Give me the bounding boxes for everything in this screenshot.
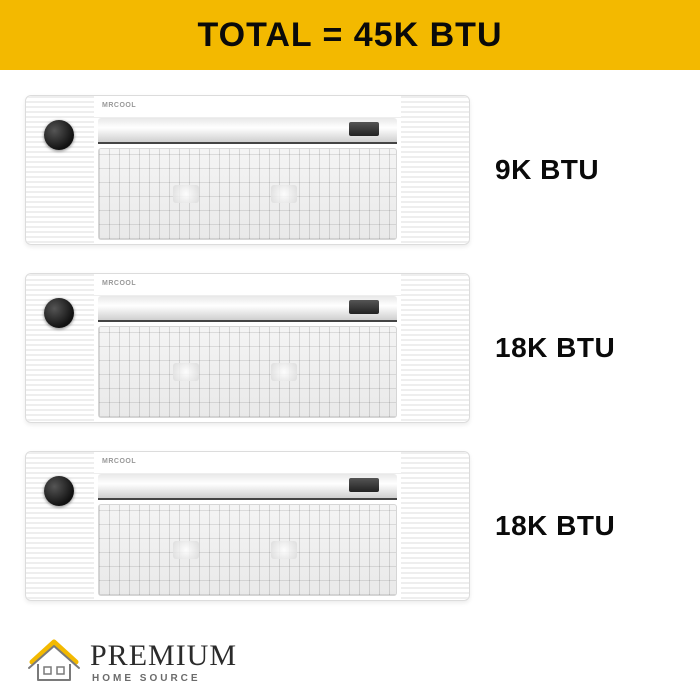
side-louver-right (401, 274, 469, 422)
ac-unit: MRCOOL (25, 95, 470, 245)
total-header-bar: TOTAL = 45K BTU (0, 0, 700, 70)
ac-unit: MRCOOL (25, 273, 470, 423)
control-knob-icon (44, 120, 74, 150)
ac-unit: MRCOOL (25, 451, 470, 601)
brand-label: MRCOOL (94, 96, 401, 118)
unit-center-panel: MRCOOL (94, 452, 401, 600)
unit-center-panel: MRCOOL (94, 96, 401, 244)
logo-main-text: PREMIUM (90, 641, 237, 671)
btu-label: 9K BTU (495, 154, 599, 186)
control-knob-icon (44, 298, 74, 328)
side-louver-left (26, 96, 94, 244)
brand-logo: PREMIUM HOME SOURCE (24, 634, 237, 684)
unit-row: MRCOOL 18K BTU (25, 451, 680, 601)
logo-sub-text: HOME SOURCE (92, 674, 237, 684)
btu-label: 18K BTU (495, 332, 615, 364)
unit-row: MRCOOL 9K BTU (25, 95, 680, 245)
unit-center-panel: MRCOOL (94, 274, 401, 422)
control-knob-icon (44, 476, 74, 506)
units-list: MRCOOL 9K BTU MRCOOL 18K BTU MRCOOL (0, 70, 700, 601)
air-vent (98, 474, 397, 500)
house-icon (24, 634, 84, 684)
air-vent (98, 118, 397, 144)
intake-grille (98, 504, 397, 596)
brand-label: MRCOOL (94, 274, 401, 296)
unit-row: MRCOOL 18K BTU (25, 273, 680, 423)
air-vent (98, 296, 397, 322)
logo-text: PREMIUM HOME SOURCE (90, 641, 237, 684)
side-louver-right (401, 452, 469, 600)
side-louver-right (401, 96, 469, 244)
side-louver-left (26, 274, 94, 422)
intake-grille (98, 148, 397, 240)
intake-grille (98, 326, 397, 418)
btu-label: 18K BTU (495, 510, 615, 542)
brand-label: MRCOOL (94, 452, 401, 474)
side-louver-left (26, 452, 94, 600)
